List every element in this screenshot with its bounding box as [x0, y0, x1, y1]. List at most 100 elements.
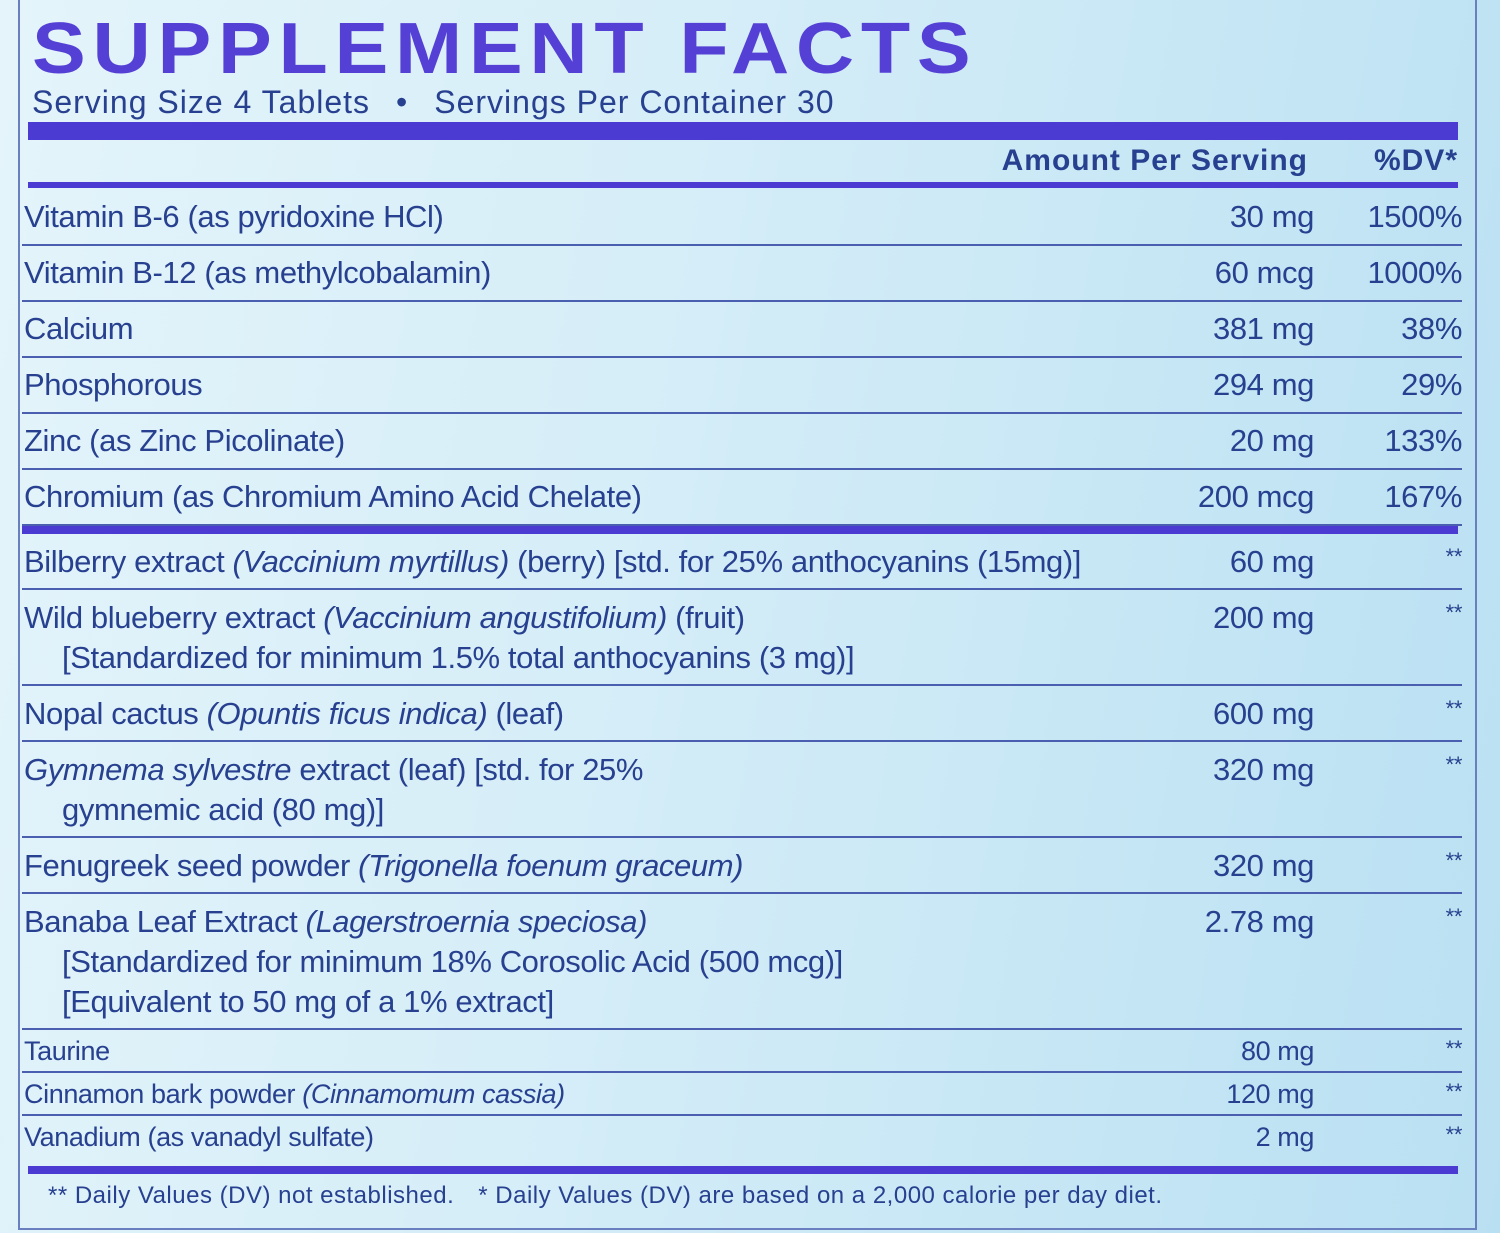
name-sub: [Equivalent to 50 mg of a 1% extract]: [62, 984, 554, 1019]
name-part: (Trigonella foenum graceum): [358, 848, 744, 883]
other-ingredients: Bilberry extract (Vaccinium myrtillus) (…: [22, 534, 1462, 1157]
row: Wild blueberry extract (Vaccinium angust…: [22, 590, 1462, 686]
name-line: Cinnamon bark powder (Cinnamomum cassia): [24, 1079, 1094, 1110]
row: Vanadium (as vanadyl sulfate) 2 mg **: [22, 1116, 1462, 1157]
name-part: (Vaccinium angustifolium): [323, 600, 667, 635]
row: Taurine 80 mg **: [22, 1030, 1462, 1073]
amount: 200 mcg: [1197, 479, 1315, 514]
ingredient-name: Nopal cactus (Opuntis ficus indica) (lea…: [22, 696, 1094, 732]
ingredient-name: Banaba Leaf Extract (Lagerstroernia spec…: [22, 904, 1094, 1020]
name-part: Wild blueberry extract: [24, 600, 315, 635]
ingredient-name: Phosphorous: [22, 367, 1094, 403]
divider: [28, 1166, 1458, 1174]
label-frame: [18, 0, 1477, 1230]
ingredient-name: Calcium: [22, 311, 1094, 347]
row: Gymnema sylvestre extract (leaf) [std. f…: [22, 742, 1462, 838]
name-line: Banaba Leaf Extract (Lagerstroernia spec…: [24, 904, 1094, 940]
rows: Vitamin B-6 (as pyridoxine HCl) 30 mg 1500…: [22, 190, 1462, 1157]
name-part: (Cinnamomum cassia): [302, 1079, 565, 1109]
name-part: Nopal cactus: [24, 696, 199, 731]
serving-size: Serving Size 4 Tablets: [32, 84, 371, 120]
amount: 60 mg: [1229, 544, 1315, 579]
name-sub: [Standardized for minimum 18% Corosolic …: [62, 944, 843, 979]
name-part: Chromium (as Chromium Amino Acid Chelate…: [24, 479, 642, 514]
row: Chromium (as Chromium Amino Acid Chelate…: [22, 470, 1462, 526]
name-part: Vitamin B-12 (as methylcobalamin): [24, 255, 491, 290]
amount: 320 mg: [1213, 848, 1314, 883]
footnote: ** Daily Values (DV) not established.: [48, 1182, 455, 1209]
name-line: Bilberry extract (Vaccinium myrtillus) (…: [24, 544, 1094, 580]
name-line: Vitamin B-12 (as methylcobalamin): [24, 255, 1094, 291]
amount: 30 mg: [1229, 199, 1315, 234]
row: Phosphorous 294 mg 29%: [22, 358, 1462, 414]
daily-value: **: [1445, 752, 1463, 777]
ingredient-name: Vanadium (as vanadyl sulfate): [22, 1122, 1094, 1153]
amount: 20 mg: [1229, 423, 1315, 458]
name-sub: [Standardized for minimum 1.5% total ant…: [62, 640, 855, 675]
daily-value: 29%: [1401, 367, 1462, 402]
name-line: Vitamin B-6 (as pyridoxine HCl): [24, 199, 1094, 235]
row: Vitamin B-6 (as pyridoxine HCl) 30 mg 1500…: [22, 190, 1462, 246]
servings-per-container: Servings Per Container 30: [434, 84, 835, 120]
name-line: Chromium (as Chromium Amino Acid Chelate…: [24, 479, 1094, 515]
footnotes: ** Daily Values (DV) not established. * D…: [48, 1182, 1163, 1210]
row: Banaba Leaf Extract (Lagerstroernia spec…: [22, 894, 1462, 1030]
daily-value: 1000%: [1367, 255, 1462, 290]
name-line: Nopal cactus (Opuntis ficus indica) (lea…: [24, 696, 1094, 732]
amount: 294 mg: [1213, 367, 1314, 402]
name-part: Vanadium (as vanadyl sulfate): [24, 1122, 374, 1152]
amount: 320 mg: [1213, 752, 1314, 787]
name-part: Banaba Leaf Extract: [24, 904, 298, 939]
title: SUPPLEMENT FACTS: [32, 9, 978, 89]
divider: [28, 122, 1458, 140]
ingredient-name: Chromium (as Chromium Amino Acid Chelate…: [22, 479, 1094, 515]
daily-value: **: [1445, 848, 1463, 873]
daily-value: **: [1445, 1036, 1463, 1061]
name-line: Taurine: [24, 1036, 1094, 1067]
name-line: Wild blueberry extract (Vaccinium angust…: [24, 600, 1094, 636]
name-part: Fenugreek seed powder: [24, 848, 350, 883]
ingredient-name: Fenugreek seed powder (Trigonella foenum…: [22, 848, 1094, 884]
ingredient-name: Vitamin B-6 (as pyridoxine HCl): [22, 199, 1094, 235]
name-line: Calcium: [24, 311, 1094, 347]
row: Nopal cactus (Opuntis ficus indica) (lea…: [22, 686, 1462, 742]
amount: 2.78 mg: [1204, 904, 1315, 939]
amount: 381 mg: [1213, 311, 1314, 346]
daily-value: **: [1445, 904, 1463, 929]
name-line: Gymnema sylvestre extract (leaf) [std. f…: [24, 752, 1094, 788]
row: Cinnamon bark powder (Cinnamomum cassia)…: [22, 1073, 1462, 1116]
bullet: •: [396, 84, 409, 120]
amount: 2 mg: [1255, 1122, 1315, 1152]
name-part: Vitamin B-6 (as pyridoxine HCl): [24, 199, 444, 234]
ingredient-name: Zinc (as Zinc Picolinate): [22, 423, 1094, 459]
daily-value: 133%: [1384, 423, 1462, 458]
divider: [28, 182, 1458, 188]
name-part: (Lagerstroernia speciosa): [305, 904, 648, 939]
name-part: (fruit): [675, 600, 745, 635]
row: Zinc (as Zinc Picolinate) 20 mg 133%: [22, 414, 1462, 470]
name-part: Phosphorous: [24, 367, 203, 402]
amount: 120 mg: [1226, 1079, 1314, 1109]
row: Calcium 381 mg 38%: [22, 302, 1462, 358]
amount: 600 mg: [1213, 696, 1314, 731]
name-part: Taurine: [24, 1036, 110, 1066]
amount: 80 mg: [1240, 1036, 1314, 1066]
ingredient-name: Gymnema sylvestre extract (leaf) [std. f…: [22, 752, 1094, 828]
amount-header: Amount Per Serving: [1001, 144, 1308, 177]
ingredient-name: Taurine: [22, 1036, 1094, 1067]
divider: [22, 526, 1458, 534]
name-line: Fenugreek seed powder (Trigonella foenum…: [24, 848, 1094, 884]
name-part: Cinnamon bark powder: [24, 1079, 296, 1109]
name-part: Bilberry extract: [24, 544, 225, 579]
daily-value: **: [1445, 600, 1463, 625]
amount: 200 mg: [1213, 600, 1314, 635]
name-part: Calcium: [24, 311, 134, 346]
row: Vitamin B-12 (as methylcobalamin) 60 mcg 1…: [22, 246, 1462, 302]
name-sub: gymnemic acid (80 mg)]: [62, 792, 384, 827]
name-part: (Vaccinium myrtillus): [232, 544, 510, 579]
name-part: (berry) [std. for 25% anthocyanins (15mg…: [517, 544, 1081, 579]
ingredient-name: Cinnamon bark powder (Cinnamomum cassia): [22, 1079, 1094, 1110]
row: Bilberry extract (Vaccinium myrtillus) (…: [22, 534, 1462, 590]
name-part: Zinc (as Zinc Picolinate): [24, 423, 345, 458]
